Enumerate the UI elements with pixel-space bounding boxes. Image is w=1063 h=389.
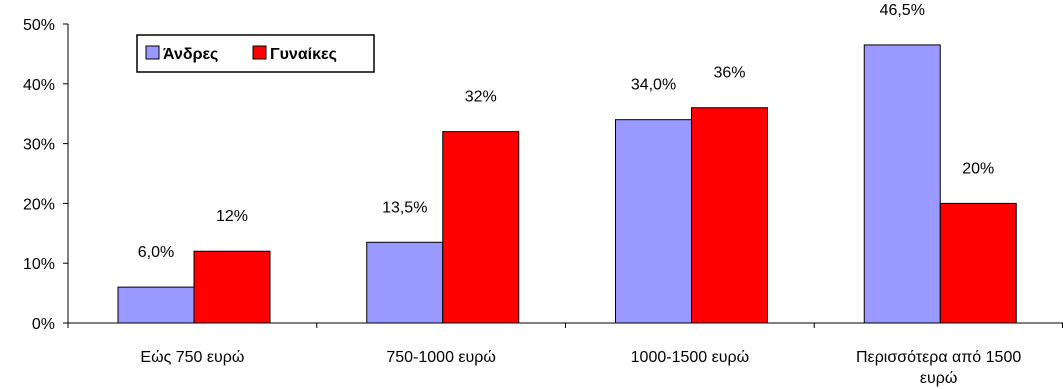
data-label: 34,0% [631, 77, 676, 94]
bar [691, 107, 768, 324]
y-tick-label: 20% [23, 196, 55, 213]
bar [117, 286, 195, 324]
bar [193, 250, 271, 324]
y-tick-label: 30% [23, 137, 55, 154]
x-category-label-line: Εώς 750 ευρώ [140, 349, 244, 366]
x-category-label: Περισσότερα από 1500 ευρώ [856, 349, 1021, 387]
y-tick-label: 50% [23, 17, 55, 34]
data-label: 12% [216, 208, 248, 225]
bar [863, 44, 941, 324]
legend-label: Γυναίκες [270, 46, 337, 63]
data-label: 13,5% [382, 199, 427, 216]
data-label: 46,5% [880, 2, 925, 19]
y-tick-label: 10% [23, 256, 55, 273]
data-label: 6,0% [138, 244, 174, 261]
axes-group: 0% 10% 20% 30% 40% 50% [23, 17, 1063, 333]
bar [366, 241, 444, 324]
bar [939, 202, 1017, 324]
x-category-label-line: ευρώ [920, 370, 957, 387]
bar [615, 119, 692, 324]
y-tick-label: 0% [32, 316, 55, 333]
data-label: 20% [962, 160, 994, 177]
bar [442, 131, 520, 324]
legend: Άνδρες Γυναίκες [136, 34, 375, 73]
data-label: 32% [465, 89, 497, 106]
x-category-label-line: Περισσότερα από 1500 [856, 349, 1021, 366]
x-category-label: 1000-1500 ευρώ [631, 349, 749, 366]
legend-swatch [145, 45, 160, 60]
x-category-label: Εώς 750 ευρώ [140, 349, 244, 366]
x-category-label-line: 750-1000 ευρώ [386, 349, 496, 366]
x-category-label: 750-1000 ευρώ [386, 349, 496, 366]
legend-swatch [252, 45, 267, 60]
bars-group [117, 44, 1017, 324]
legend-label: Άνδρες [163, 46, 218, 63]
data-labels-group: 6,0% 13,5% 34,0% 46,5% 12% 32% 36% 20% [138, 2, 995, 261]
category-labels-group: Εώς 750 ευρώ 750-1000 ευρώ 1000-1500 ευρώ Π… [140, 349, 1021, 387]
data-label: 36% [713, 65, 745, 82]
x-category-label-line: 1000-1500 ευρώ [631, 349, 749, 366]
y-tick-label: 40% [23, 77, 55, 94]
